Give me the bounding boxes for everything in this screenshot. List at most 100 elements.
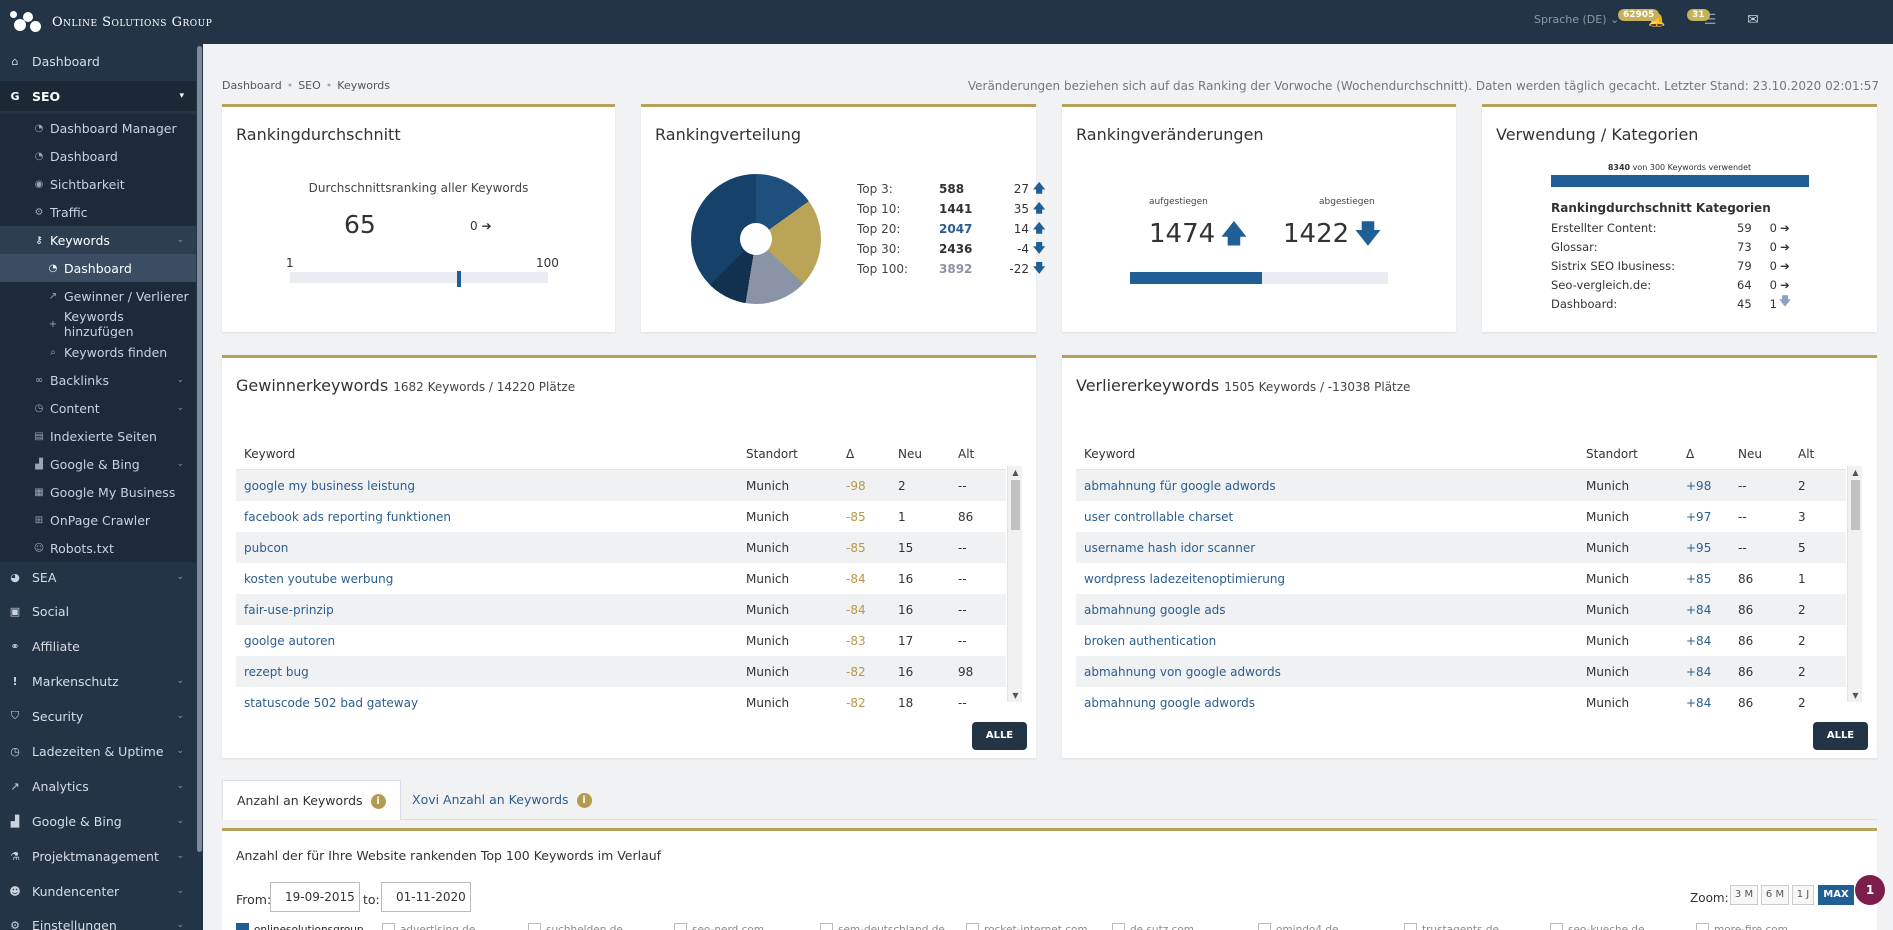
- legend-item[interactable]: onlinesolutionsgroup: [236, 923, 364, 930]
- keyword-link[interactable]: abmahnung google ads: [1084, 602, 1226, 617]
- legend-checkbox[interactable]: [1696, 923, 1709, 930]
- legend-checkbox[interactable]: [528, 923, 541, 930]
- sidebar-item-kw-dashboard[interactable]: ◔ Dashboard: [0, 254, 196, 282]
- keyword-link[interactable]: username hash idor scanner: [1084, 540, 1256, 555]
- sidebar-item-projektmanagement[interactable]: ⚗ Projektmanagement ⌄: [0, 842, 196, 870]
- legend-checkbox[interactable]: [820, 923, 833, 930]
- legend-item[interactable]: seo-nerd.com: [674, 923, 764, 930]
- sidebar-item-keywords[interactable]: ⚷ Keywords ⌄: [0, 226, 196, 254]
- scroll-thumb[interactable]: [1011, 480, 1020, 530]
- table-row[interactable]: google my business leistung Munich -98 2 --: [236, 470, 1006, 501]
- from-date-input[interactable]: 19-09-2015: [270, 882, 360, 912]
- keyword-link[interactable]: rezept bug: [244, 664, 309, 679]
- column-header[interactable]: Standort: [746, 446, 798, 461]
- column-header[interactable]: Alt: [958, 446, 975, 461]
- table-row[interactable]: username hash idor scanner Munich +95 -- 5: [1076, 532, 1846, 563]
- sidebar-item-sichtbarkeit[interactable]: ◉ Sichtbarkeit: [0, 170, 196, 198]
- legend-item[interactable]: more-fire.com: [1696, 923, 1788, 930]
- table-row[interactable]: fair-use-prinzip Munich -84 16 --: [236, 594, 1006, 625]
- breadcrumb-item[interactable]: SEO: [298, 79, 321, 92]
- keyword-link[interactable]: kosten youtube werbung: [244, 571, 394, 586]
- sidebar-item-robots[interactable]: ☺ Robots.txt: [0, 534, 196, 562]
- keyword-link[interactable]: user controllable charset: [1084, 509, 1234, 524]
- legend-item[interactable]: omindo4.de: [1258, 923, 1338, 930]
- scroll-up-icon[interactable]: ▲: [1012, 468, 1019, 477]
- sidebar-item-keywords-finden[interactable]: ⌕ Keywords finden: [0, 338, 196, 366]
- losers-all-button[interactable]: ALLE: [1813, 722, 1868, 750]
- sidebar-scrollbar[interactable]: [197, 46, 202, 852]
- column-header[interactable]: Standort: [1586, 446, 1638, 461]
- keyword-link[interactable]: goolge autoren: [244, 633, 336, 648]
- keyword-link[interactable]: facebook ads reporting funktionen: [244, 509, 452, 524]
- zoom-1j-button[interactable]: 1 J: [1792, 885, 1814, 905]
- keyword-link[interactable]: pubcon: [244, 540, 289, 555]
- scroll-thumb[interactable]: [1851, 480, 1860, 530]
- legend-checkbox[interactable]: [1404, 923, 1417, 930]
- keyword-link[interactable]: abmahnung google adwords: [1084, 695, 1256, 710]
- legend-item[interactable]: trustagents.de: [1404, 923, 1499, 930]
- legend-checkbox[interactable]: [236, 923, 249, 930]
- scroll-down-icon[interactable]: ▼: [1012, 691, 1019, 700]
- legend-checkbox[interactable]: [1258, 923, 1271, 930]
- sidebar-item-einstellungen[interactable]: ⚙ Einstellungen ⌄: [0, 911, 196, 930]
- table-row[interactable]: broken authentication Munich +84 86 2: [1076, 625, 1846, 656]
- table-row[interactable]: facebook ads reporting funktionen Munich -…: [236, 501, 1006, 532]
- column-header[interactable]: Δ: [1686, 446, 1695, 461]
- chat-bubble-button[interactable]: 1: [1855, 875, 1885, 905]
- sidebar-item-indexierte-seiten[interactable]: ▤ Indexierte Seiten: [0, 422, 196, 450]
- scroll-up-icon[interactable]: ▲: [1852, 468, 1859, 477]
- keyword-link[interactable]: wordpress ladezeitenoptimierung: [1084, 571, 1286, 586]
- info-icon[interactable]: i: [370, 794, 386, 809]
- zoom-3m-button[interactable]: 3 M: [1730, 885, 1758, 905]
- scroll-down-icon[interactable]: ▼: [1852, 691, 1859, 700]
- sidebar-item-sea[interactable]: ◕ SEA ⌄: [0, 562, 196, 592]
- sidebar-item-google-my-business[interactable]: ▦ Google My Business: [0, 478, 196, 506]
- tab-anzahl-keywords[interactable]: Anzahl an Keywords i: [222, 780, 401, 820]
- keyword-link[interactable]: google my business leistung: [244, 478, 416, 493]
- sidebar-item-security[interactable]: ⛉ Security ⌄: [0, 702, 196, 730]
- legend-item[interactable]: sem-deutschland.de: [820, 923, 945, 930]
- legend-checkbox[interactable]: [1550, 923, 1563, 930]
- sidebar-item-gewinner-verlierer[interactable]: ↗ Gewinner / Verlierer: [0, 282, 196, 310]
- keyword-link[interactable]: statuscode 502 bad gateway: [244, 695, 419, 710]
- winners-all-button[interactable]: ALLE: [972, 722, 1027, 750]
- table-row[interactable]: rezept bug Munich -82 16 98: [236, 656, 1006, 687]
- sidebar-item-google-bing[interactable]: ▟ Google & Bing ⌄: [0, 807, 196, 835]
- sidebar-item-affiliate[interactable]: ⚭ Affiliate: [0, 632, 196, 660]
- tab-xovi-anzahl-keywords[interactable]: Xovi Anzahl an Keywords i: [398, 780, 606, 820]
- sidebar-item-seo[interactable]: G SEO ▾: [0, 81, 196, 111]
- breadcrumb-item[interactable]: Dashboard: [222, 79, 282, 92]
- table-row[interactable]: abmahnung google adwords Munich +84 86 2: [1076, 687, 1846, 718]
- sidebar-item-ladezeiten[interactable]: ◷ Ladezeiten & Uptime ⌄: [0, 737, 196, 765]
- keyword-link[interactable]: abmahnung von google adwords: [1084, 664, 1281, 679]
- table-row[interactable]: kosten youtube werbung Munich -84 16 --: [236, 563, 1006, 594]
- legend-item[interactable]: de.sutz.com: [1112, 923, 1194, 930]
- legend-item[interactable]: advertising.de: [382, 923, 475, 930]
- legend-checkbox[interactable]: [1112, 923, 1125, 930]
- logo[interactable]: Online Solutions Group: [10, 9, 212, 35]
- column-header[interactable]: Neu: [898, 446, 922, 461]
- legend-item[interactable]: seo-kueche.de: [1550, 923, 1645, 930]
- column-header[interactable]: Δ: [846, 446, 855, 461]
- table-row[interactable]: wordpress ladezeitenoptimierung Munich +85…: [1076, 563, 1846, 594]
- table-row[interactable]: user controllable charset Munich +97 -- 3: [1076, 501, 1846, 532]
- sidebar-item-seo-google-bing[interactable]: ▟ Google & Bing ⌄: [0, 450, 196, 478]
- column-header[interactable]: Alt: [1798, 446, 1815, 461]
- sidebar-item-markenschutz[interactable]: ! Markenschutz ⌄: [0, 667, 196, 695]
- sidebar-item-traffic[interactable]: ⚙ Traffic: [0, 198, 196, 226]
- legend-item[interactable]: suchhelden.de: [528, 923, 623, 930]
- legend-checkbox[interactable]: [966, 923, 979, 930]
- mail-icon[interactable]: ✉: [1747, 12, 1759, 28]
- sidebar-item-seo-dashboard[interactable]: ◔ Dashboard: [0, 142, 196, 170]
- sidebar-item-content[interactable]: ◷ Content ⌄: [0, 394, 196, 422]
- keyword-link[interactable]: fair-use-prinzip: [244, 602, 334, 617]
- column-header[interactable]: Keyword: [1084, 446, 1136, 461]
- keyword-link[interactable]: broken authentication: [1084, 633, 1217, 648]
- table-row[interactable]: abmahnung google ads Munich +84 86 2: [1076, 594, 1846, 625]
- winners-scrollbar[interactable]: ▲ ▼: [1007, 466, 1022, 702]
- to-date-input[interactable]: 01-11-2020: [381, 882, 471, 912]
- table-row[interactable]: abmahnung von google adwords Munich +84 86 2: [1076, 656, 1846, 687]
- zoom-max-button[interactable]: MAX: [1818, 885, 1854, 905]
- table-row[interactable]: abmahnung für google adwords Munich +98 -- 2: [1076, 470, 1846, 501]
- sidebar-item-dashboard[interactable]: ⌂ Dashboard: [0, 47, 196, 75]
